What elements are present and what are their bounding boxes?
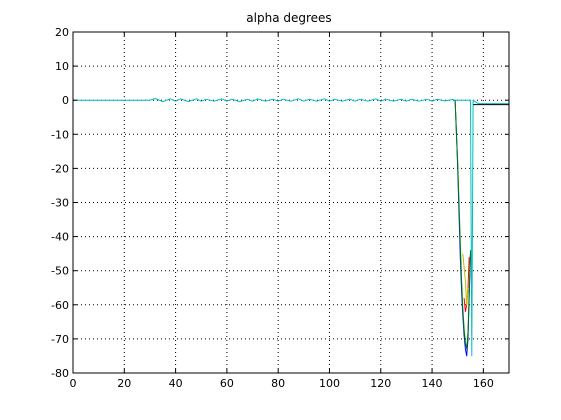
y-tick-label: 10 <box>55 60 69 73</box>
y-tick-label: -60 <box>51 299 69 312</box>
y-tick-label: -10 <box>51 128 69 141</box>
x-tick-label: 100 <box>319 377 340 390</box>
series-line-1 <box>73 98 509 357</box>
x-tick-label: 140 <box>422 377 443 390</box>
y-tick-label: -70 <box>51 333 69 346</box>
x-tick-label: 160 <box>473 377 494 390</box>
y-tick-label: 0 <box>62 94 69 107</box>
y-tick-label: -80 <box>51 367 69 380</box>
x-tick-label: 60 <box>220 377 234 390</box>
y-tick-label: 20 <box>55 26 69 39</box>
x-tick-label: 20 <box>117 377 131 390</box>
x-tick-label: 120 <box>370 377 391 390</box>
y-tick-label: -30 <box>51 197 69 210</box>
series-line-3 <box>454 100 471 350</box>
y-tick-label: -50 <box>51 265 69 278</box>
chart-title: alpha degrees <box>246 11 331 25</box>
y-tick-label: -20 <box>51 162 69 175</box>
series-layer <box>73 98 509 357</box>
x-tick-label: 80 <box>271 377 285 390</box>
axis-ticks: 0 20 40 60 80 100 120 140 16020100-10-20-30-40-5… <box>51 26 509 390</box>
x-tick-label: 40 <box>169 377 183 390</box>
x-tick-label: 0 <box>70 377 77 390</box>
y-tick-label: -40 <box>51 231 69 244</box>
series-line-6 <box>462 253 469 306</box>
